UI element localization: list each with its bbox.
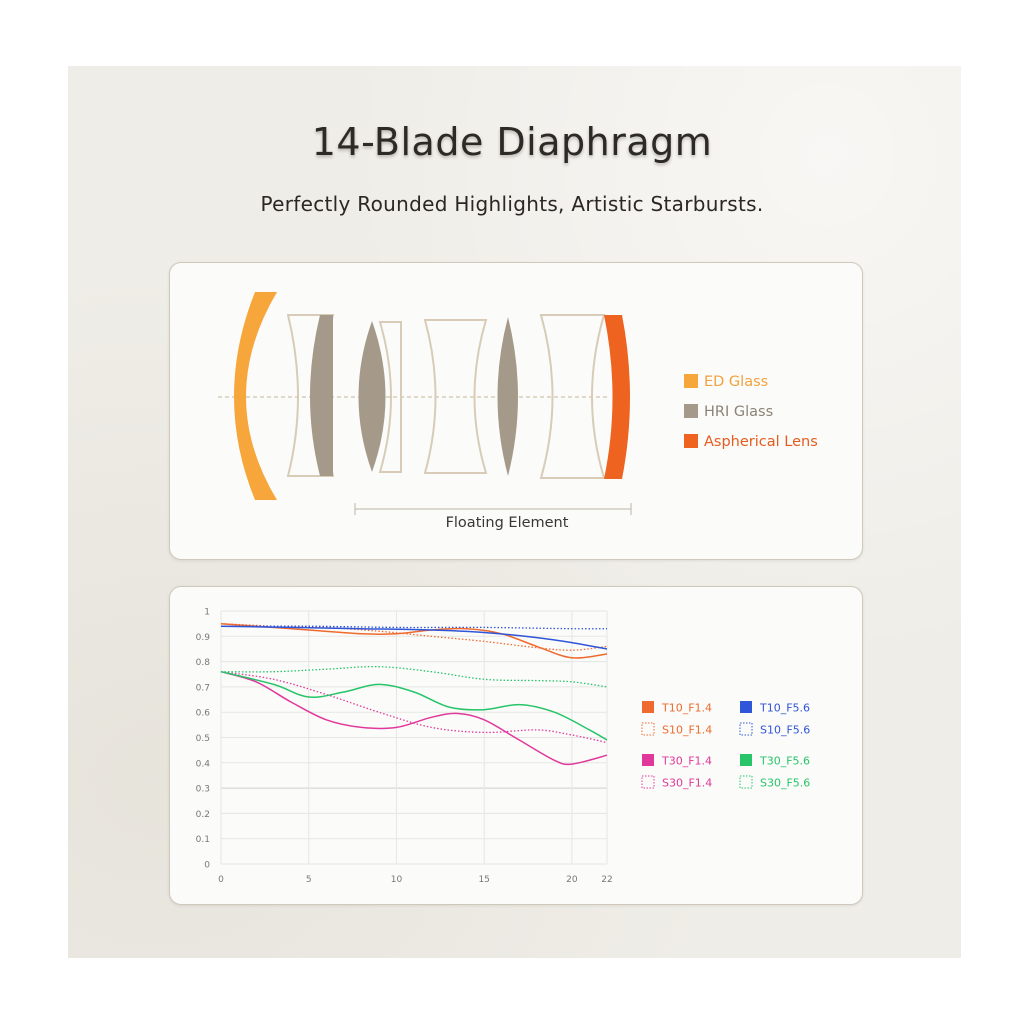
legend-label-t10-f5-6: T10_F5.6 — [759, 702, 810, 715]
series-line-t30-f1-4 — [220, 670, 608, 766]
legend-swatch-s10-f1-4 — [641, 722, 655, 736]
y-tick-label: 0.6 — [196, 709, 211, 719]
y-tick-label: 0.5 — [196, 734, 210, 744]
lens-element-outline-6 — [539, 314, 606, 479]
mtf-chart: 1 0.9 0.8 0.7 0.6 0.5 0.4 0.3 0.2 0.1 0 0 5 10 15 20 22… — [196, 608, 811, 886]
chart-grid — [220, 610, 608, 865]
y-tick-label: 1 — [204, 608, 210, 618]
lens-element-hri-2 — [310, 315, 333, 476]
legend-swatch-s30-f5-6 — [739, 775, 753, 789]
lens-diagram: Floating Element ED Glass HRI Glass Asph… — [218, 292, 818, 531]
x-tick-label: 10 — [391, 875, 403, 885]
legend-label-t30-f1-4: T30_F1.4 — [661, 755, 712, 768]
chart-legend: T10_F1.4 S10_F1.4 T10_F5.6 S10_F5.6 T30_F1.4… — [641, 701, 810, 790]
lens-diagram-card: Floating Element ED Glass HRI Glass Asph… — [169, 262, 863, 560]
y-tick-label: 0 — [204, 861, 210, 871]
legend-swatch-t10-f5-6 — [740, 701, 752, 713]
series-line-t10-f5-6 — [220, 625, 608, 650]
lens-element-hri-3 — [358, 321, 386, 472]
legend-swatch-s10-f5-6 — [739, 722, 753, 736]
x-tick-label: 20 — [566, 875, 578, 885]
y-tick-label: 0.7 — [196, 683, 210, 693]
lens-element-hri-5 — [497, 317, 518, 476]
y-tick-label: 0.4 — [196, 759, 211, 769]
page-subtitle: Perfectly Rounded Highlights, Artistic S… — [260, 192, 764, 216]
legend-swatch-aspherical — [684, 434, 698, 448]
legend-label-s30-f5-6: S30_F5.6 — [760, 777, 810, 790]
series-line-s30-f5-6 — [220, 665, 608, 688]
x-tick-label: 15 — [478, 875, 489, 885]
floating-element-label: Floating Element — [446, 515, 569, 531]
legend-label-t30-f5-6: T30_F5.6 — [759, 755, 810, 768]
legend-label-aspherical: Aspherical Lens — [704, 434, 818, 450]
y-tick-label: 0.1 — [196, 835, 210, 845]
series-line-t30-f5-6 — [220, 670, 608, 741]
lens-element-ed-front — [234, 292, 277, 500]
lens-element-outline-4 — [423, 319, 488, 474]
legend-label-s10-f1-4: S10_F1.4 — [662, 724, 712, 737]
legend-label-s30-f1-4: S30_F1.4 — [662, 777, 712, 790]
x-axis-ticks: 0 5 10 15 20 22 — [218, 875, 613, 885]
legend-label-hri: HRI Glass — [704, 404, 773, 420]
legend-swatch-ed — [684, 374, 698, 388]
series-line-s30-f1-4 — [220, 671, 608, 744]
legend-swatch-hri — [684, 404, 698, 418]
y-axis-ticks: 1 0.9 0.8 0.7 0.6 0.5 0.4 0.3 0.2 0.1 0 — [196, 608, 211, 871]
lens-element-outline-3 — [378, 321, 402, 473]
mtf-chart-card: 1 0.9 0.8 0.7 0.6 0.5 0.4 0.3 0.2 0.1 0 0 5 10 15 20 22… — [169, 586, 863, 905]
legend-label-t10-f1-4: T10_F1.4 — [661, 702, 712, 715]
legend-label-s10-f5-6: S10_F5.6 — [760, 724, 810, 737]
lens-element-aspherical — [604, 315, 630, 479]
y-tick-label: 0.9 — [196, 633, 211, 643]
x-tick-label: 22 — [601, 875, 612, 885]
legend-swatch-t30-f1-4 — [642, 754, 654, 766]
series-line-s10-f5-6 — [220, 625, 608, 630]
legend-swatch-t30-f5-6 — [740, 754, 752, 766]
legend-swatch-s30-f1-4 — [641, 775, 655, 789]
series-line-s10-f1-4 — [220, 623, 608, 651]
x-tick-label: 5 — [306, 875, 312, 885]
lens-legend: ED Glass HRI Glass Aspherical Lens — [684, 374, 818, 450]
page-title: 14-Blade Diaphragm — [311, 120, 713, 164]
y-tick-label: 0.8 — [196, 658, 211, 668]
y-tick-label: 0.3 — [196, 785, 210, 795]
y-tick-label: 0.2 — [196, 810, 210, 820]
legend-label-ed: ED Glass — [704, 374, 768, 390]
chart-series — [220, 622, 608, 766]
legend-swatch-t10-f1-4 — [642, 701, 654, 713]
x-tick-label: 0 — [218, 875, 224, 885]
